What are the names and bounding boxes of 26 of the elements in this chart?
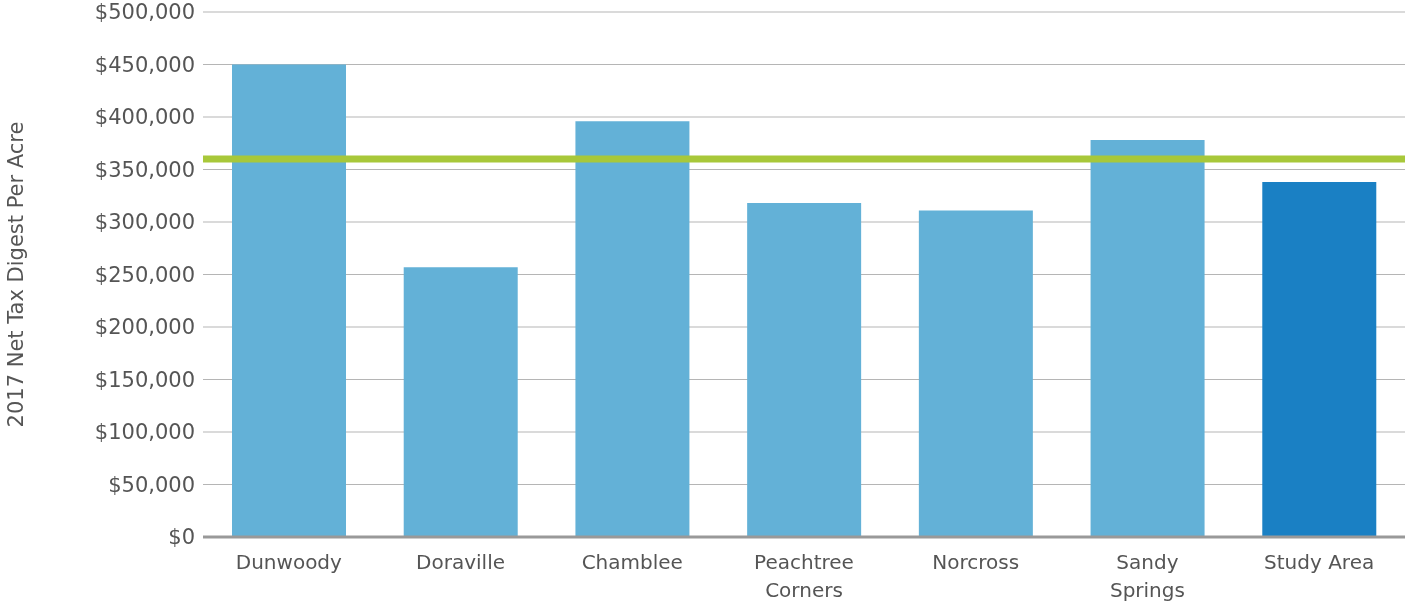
y-axis-title: 2017 Net Tax Digest Per Acre bbox=[4, 121, 29, 428]
y-tick-label: $450,000 bbox=[94, 52, 195, 77]
y-tick-label: $150,000 bbox=[94, 367, 195, 392]
bar bbox=[575, 121, 690, 537]
y-tick-label: $200,000 bbox=[94, 315, 195, 340]
x-tick-label: Dunwoody bbox=[235, 550, 343, 574]
bar bbox=[1090, 140, 1205, 537]
x-tick-label: Sandy Springs bbox=[1109, 550, 1185, 602]
x-tick-label: Study Area bbox=[1264, 550, 1375, 574]
y-tick-label: $350,000 bbox=[94, 157, 195, 182]
y-tick-label: $500,000 bbox=[94, 0, 195, 25]
bar bbox=[918, 210, 1033, 537]
y-tick-label: $400,000 bbox=[94, 105, 195, 130]
y-tick-label: $50,000 bbox=[108, 472, 195, 497]
y-tick-label: $250,000 bbox=[94, 262, 195, 287]
x-tick-label: Chamblee bbox=[581, 550, 683, 574]
y-tick-label: $300,000 bbox=[94, 210, 195, 235]
bar bbox=[747, 203, 862, 537]
x-tick-label: Doraville bbox=[416, 550, 506, 574]
bar bbox=[232, 64, 346, 537]
x-tick-label: Peachtree Corners bbox=[754, 550, 854, 602]
bar bbox=[403, 267, 518, 537]
y-tick-label: $0 bbox=[168, 525, 195, 550]
x-tick-label: Norcross bbox=[932, 550, 1020, 574]
y-tick-label: $100,000 bbox=[94, 420, 195, 445]
bar bbox=[1262, 182, 1377, 537]
